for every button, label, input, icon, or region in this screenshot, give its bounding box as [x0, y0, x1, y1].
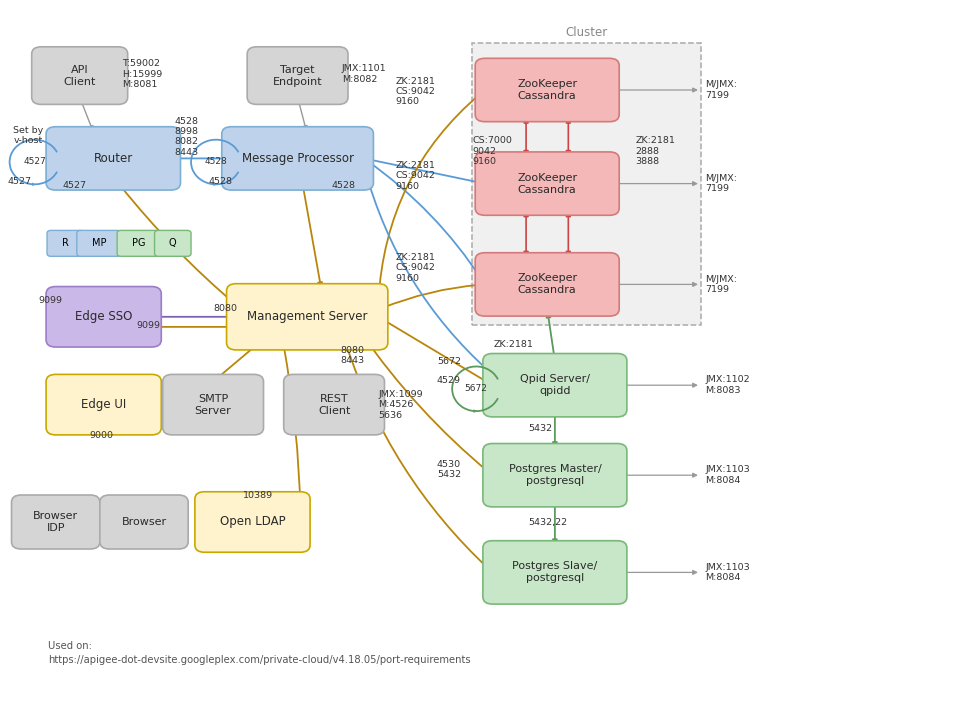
Text: 4527: 4527 — [62, 181, 86, 190]
Text: Cluster: Cluster — [565, 26, 608, 39]
Text: T:59002
H:15999
M:8081: T:59002 H:15999 M:8081 — [122, 59, 162, 89]
Text: 5672: 5672 — [437, 357, 461, 366]
FancyBboxPatch shape — [32, 47, 128, 104]
Text: M/JMX:
7199: M/JMX: 7199 — [706, 275, 737, 294]
FancyBboxPatch shape — [475, 152, 619, 215]
Text: M/JMX:
7199: M/JMX: 7199 — [706, 81, 737, 99]
Text: MP: MP — [91, 238, 107, 248]
FancyBboxPatch shape — [227, 284, 388, 350]
FancyBboxPatch shape — [12, 495, 100, 549]
Text: 10389: 10389 — [243, 491, 273, 500]
Text: 4527: 4527 — [7, 177, 31, 186]
Text: ZK:2181: ZK:2181 — [493, 340, 534, 348]
Text: 4528: 4528 — [204, 158, 228, 166]
Text: 8080
8443: 8080 8443 — [341, 346, 365, 365]
Text: Target
Endpoint: Target Endpoint — [273, 65, 323, 86]
FancyBboxPatch shape — [117, 230, 161, 256]
Text: JMX:1099
M:4526
5636: JMX:1099 M:4526 5636 — [378, 390, 422, 420]
Text: PG: PG — [132, 238, 146, 248]
FancyBboxPatch shape — [47, 230, 84, 256]
Text: JMX:1103
M:8084: JMX:1103 M:8084 — [706, 466, 751, 485]
Text: SMTP
Server: SMTP Server — [195, 394, 231, 415]
Text: 4527: 4527 — [23, 158, 46, 166]
Text: Qpid Server/
qpidd: Qpid Server/ qpidd — [520, 374, 589, 396]
Text: ZK:2181
2888
3888: ZK:2181 2888 3888 — [636, 136, 676, 166]
Text: ZK:2181
CS:9042
9160: ZK:2181 CS:9042 9160 — [396, 161, 436, 191]
FancyBboxPatch shape — [77, 230, 121, 256]
Text: Set by
v-host: Set by v-host — [13, 126, 44, 145]
Text: M/JMX:
7199: M/JMX: 7199 — [706, 174, 737, 193]
FancyBboxPatch shape — [162, 374, 263, 435]
FancyBboxPatch shape — [475, 58, 619, 122]
Text: 5672: 5672 — [465, 384, 488, 393]
Text: 4528
8998
8082
8443: 4528 8998 8082 8443 — [175, 117, 199, 157]
Text: ZooKeeper
Cassandra: ZooKeeper Cassandra — [517, 173, 577, 194]
Text: 5432,22: 5432,22 — [528, 518, 567, 527]
Text: ZooKeeper
Cassandra: ZooKeeper Cassandra — [517, 274, 577, 295]
Text: Management Server: Management Server — [247, 310, 368, 323]
Text: JMX:1101
M:8082: JMX:1101 M:8082 — [342, 65, 386, 84]
Text: Edge UI: Edge UI — [81, 398, 127, 411]
Text: 8080: 8080 — [213, 304, 237, 312]
Text: REST
Client: REST Client — [318, 394, 350, 415]
FancyBboxPatch shape — [100, 495, 188, 549]
FancyBboxPatch shape — [222, 127, 373, 190]
FancyBboxPatch shape — [284, 374, 384, 435]
Bar — [472, 43, 701, 325]
FancyBboxPatch shape — [155, 230, 191, 256]
Text: 4529: 4529 — [437, 376, 461, 384]
Text: Open LDAP: Open LDAP — [220, 516, 285, 528]
FancyBboxPatch shape — [46, 374, 161, 435]
FancyBboxPatch shape — [483, 541, 627, 604]
Text: JMX:1103
M:8084: JMX:1103 M:8084 — [706, 563, 751, 582]
Text: Browser
IDP: Browser IDP — [33, 511, 79, 533]
Text: Postgres Slave/
postgresql: Postgres Slave/ postgresql — [513, 562, 597, 583]
Text: CS:7000
9042
9160: CS:7000 9042 9160 — [472, 136, 513, 166]
Text: API
Client: API Client — [63, 65, 96, 86]
Text: Postgres Master/
postgresql: Postgres Master/ postgresql — [509, 464, 601, 486]
FancyBboxPatch shape — [195, 492, 310, 552]
Text: 9099: 9099 — [38, 296, 62, 305]
FancyBboxPatch shape — [46, 287, 161, 347]
Text: Router: Router — [94, 152, 132, 165]
FancyBboxPatch shape — [483, 444, 627, 507]
Text: 4528: 4528 — [209, 177, 233, 186]
Text: Browser: Browser — [121, 517, 167, 527]
Text: ZK:2181
CS:9042
9160: ZK:2181 CS:9042 9160 — [396, 253, 436, 283]
Text: R: R — [61, 238, 69, 248]
FancyBboxPatch shape — [248, 47, 348, 104]
Text: Q: Q — [169, 238, 177, 248]
Text: 9000: 9000 — [89, 431, 113, 440]
FancyBboxPatch shape — [46, 127, 180, 190]
Text: 5432: 5432 — [528, 424, 552, 433]
Text: ZK:2181
CS:9042
9160: ZK:2181 CS:9042 9160 — [396, 76, 436, 107]
FancyBboxPatch shape — [483, 354, 627, 417]
FancyBboxPatch shape — [475, 253, 619, 316]
Text: ZooKeeper
Cassandra: ZooKeeper Cassandra — [517, 79, 577, 101]
Text: Edge SSO: Edge SSO — [75, 310, 132, 323]
Text: 4530
5432: 4530 5432 — [437, 460, 461, 479]
Text: Used on:
https://apigee-dot-devsite.googleplex.com/private-cloud/v4.18.05/port-r: Used on: https://apigee-dot-devsite.goog… — [48, 641, 470, 665]
Text: 4528: 4528 — [331, 181, 355, 190]
Text: JMX:1102
M:8083: JMX:1102 M:8083 — [706, 376, 750, 395]
Text: 9099: 9099 — [136, 321, 160, 330]
Text: Message Processor: Message Processor — [242, 152, 353, 165]
